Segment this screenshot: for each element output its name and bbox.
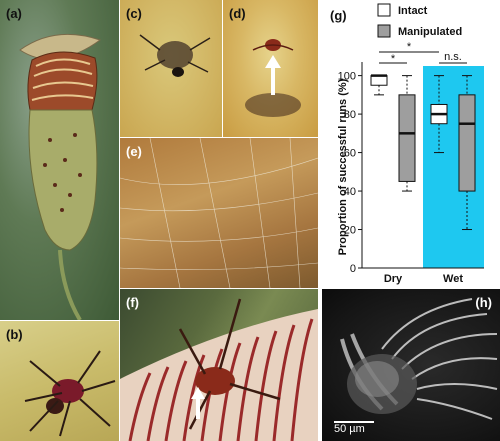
legend-label: Intact xyxy=(398,5,428,17)
panel-label-b: (b) xyxy=(6,327,23,342)
detail-illustration-c xyxy=(139,34,211,77)
panel-label-a: (a) xyxy=(6,6,22,21)
box xyxy=(458,94,476,192)
photo-panel-d: (d) xyxy=(223,0,318,137)
panel-label-f: (f) xyxy=(126,295,139,310)
scale-bar-label: 50 µm xyxy=(334,423,365,435)
legend-label: Manipulated xyxy=(398,26,462,38)
detail-illustration-d xyxy=(245,39,301,117)
category-label: Dry xyxy=(384,273,403,285)
panel-label-g: (g) xyxy=(330,8,347,23)
pitcher-illustration xyxy=(19,33,102,320)
chart-panel-g: 0 20 40 60 80 100 Proportion of successful run… xyxy=(322,0,500,288)
box xyxy=(398,94,416,182)
legend-swatch xyxy=(377,3,391,17)
photo-panel-e: (e) xyxy=(120,138,318,288)
y-axis-label: Proportion of successful runs (%) xyxy=(337,78,349,255)
panel-label-d: (d) xyxy=(229,6,246,21)
y-tick-label: 0 xyxy=(350,263,356,275)
peristome-illustration-f xyxy=(120,298,318,441)
panel-label-e: (e) xyxy=(126,144,142,159)
y-tick-label: 20 xyxy=(344,225,356,237)
sem-panel-h: (h) 50 µm xyxy=(322,289,500,441)
panel-label-h: (h) xyxy=(475,295,492,310)
photo-panel-f: (f) xyxy=(120,289,318,441)
web-illustration-e xyxy=(120,138,318,288)
y-tick-label: 40 xyxy=(344,186,356,198)
legend-swatch xyxy=(377,24,391,38)
category-label: Wet xyxy=(443,273,463,285)
significance-label: n.s. xyxy=(444,51,462,63)
y-tick-label: 60 xyxy=(344,148,356,160)
y-tick-label: 80 xyxy=(344,109,356,121)
significance-label: * xyxy=(407,41,412,53)
panel-label-c: (c) xyxy=(126,6,142,21)
photo-panel-c: (c) xyxy=(120,0,222,137)
significance-label: * xyxy=(391,53,396,65)
spider-illustration xyxy=(24,350,116,437)
sem-illustration-h xyxy=(334,298,498,423)
photo-panel-b: (b) xyxy=(0,321,119,441)
photo-panel-a: (a) xyxy=(0,0,119,320)
box xyxy=(370,75,388,86)
y-tick-label: 100 xyxy=(338,71,356,83)
